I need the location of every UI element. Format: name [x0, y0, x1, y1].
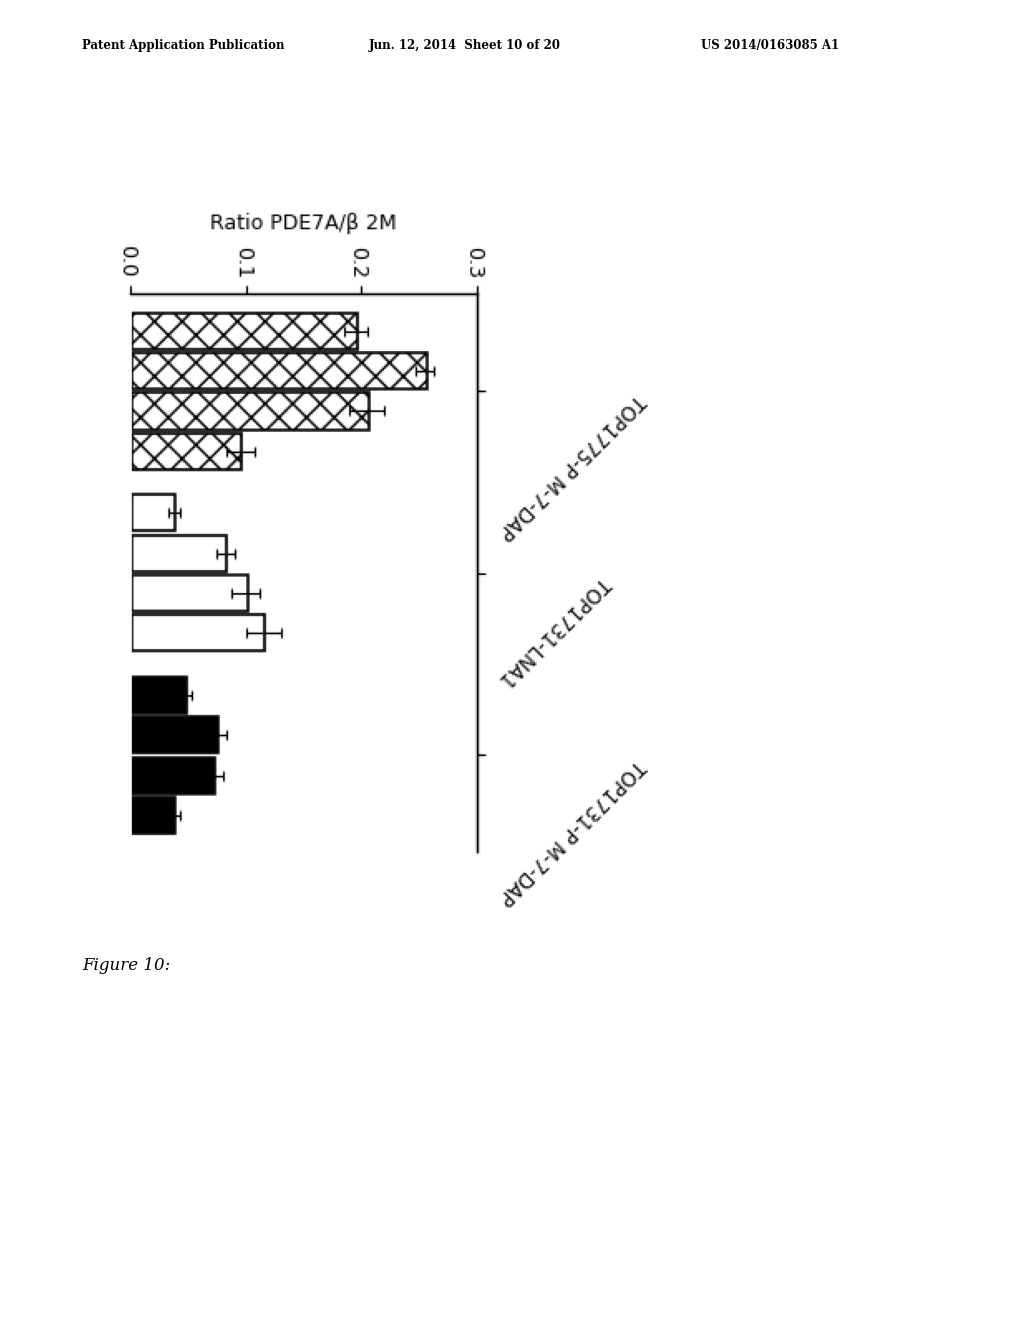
Text: Patent Application Publication: Patent Application Publication: [82, 38, 285, 51]
Text: US 2014/0163085 A1: US 2014/0163085 A1: [701, 38, 840, 51]
Text: Jun. 12, 2014  Sheet 10 of 20: Jun. 12, 2014 Sheet 10 of 20: [369, 38, 561, 51]
Text: Figure 10:: Figure 10:: [82, 957, 170, 974]
